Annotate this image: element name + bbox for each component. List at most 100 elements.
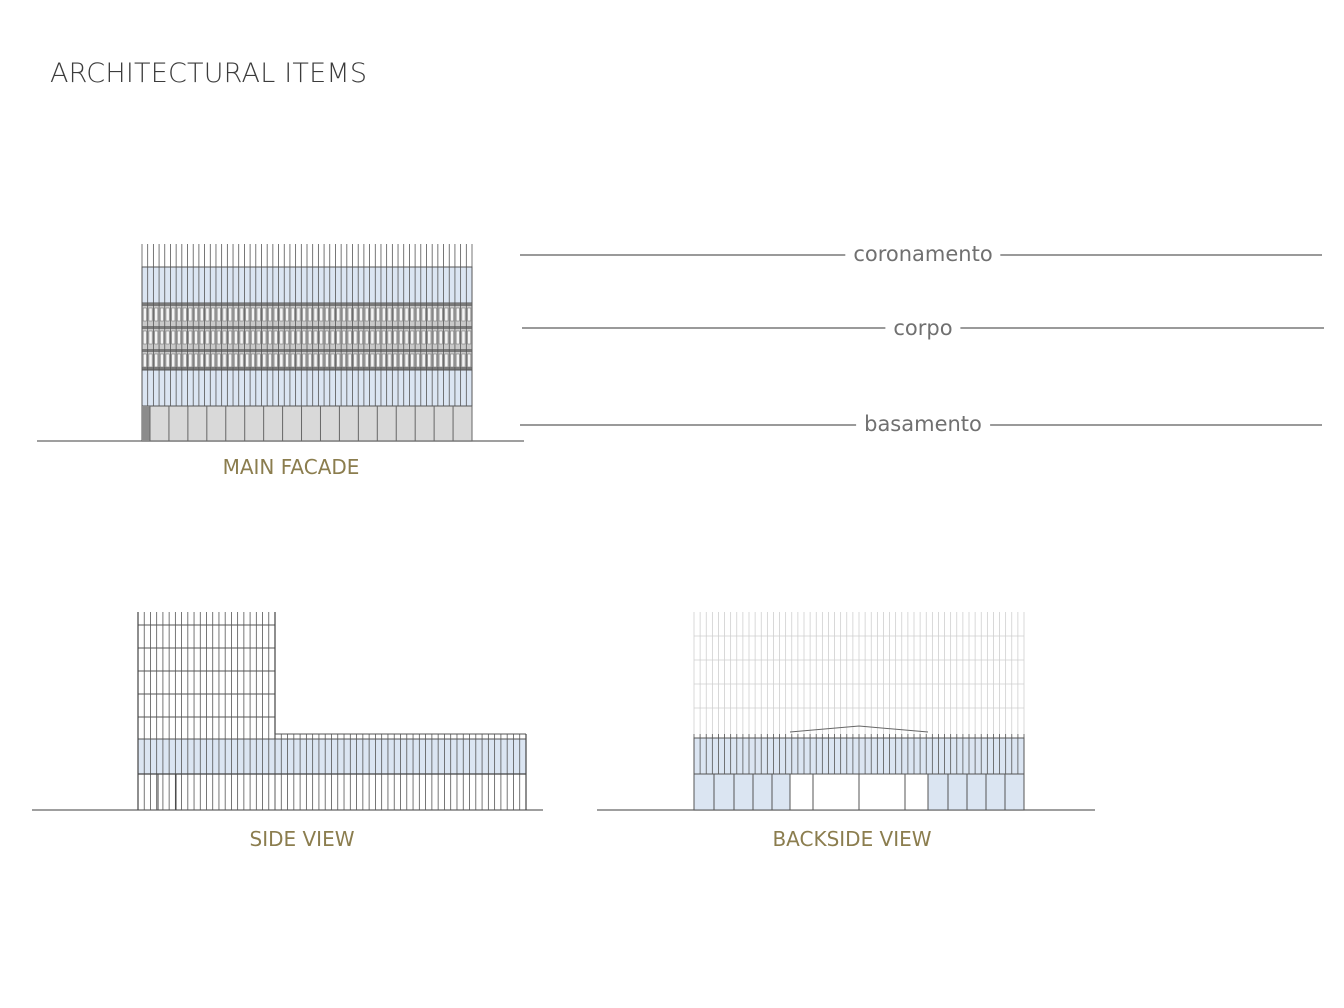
upper-light-grid xyxy=(693,612,1025,738)
body-window xyxy=(376,307,381,322)
body-window xyxy=(342,353,346,368)
body-window xyxy=(427,353,432,368)
main-facade-elevation xyxy=(37,244,524,442)
body-window xyxy=(211,353,216,368)
body-window xyxy=(148,330,153,345)
body-window xyxy=(171,307,176,322)
body-window xyxy=(228,353,233,368)
body-window xyxy=(416,330,420,345)
glass-band xyxy=(137,738,527,775)
body-window xyxy=(319,330,324,345)
base-divisions xyxy=(149,406,473,441)
body-window xyxy=(398,330,403,345)
body-window xyxy=(467,307,472,322)
body-window xyxy=(387,353,392,368)
body-window xyxy=(302,330,307,345)
body-window xyxy=(336,330,341,345)
body-window xyxy=(279,330,284,345)
body-window xyxy=(393,330,398,345)
body-window xyxy=(279,307,284,322)
body-window xyxy=(194,330,198,345)
body-window xyxy=(268,330,272,345)
body-window xyxy=(171,353,176,368)
body-window xyxy=(233,353,238,368)
body-window xyxy=(233,330,238,345)
body-window xyxy=(199,307,204,322)
body-window xyxy=(273,353,278,368)
low-block-fins xyxy=(138,733,527,810)
page-title: ARCHITECTURAL ITEMS xyxy=(50,58,368,89)
body-window xyxy=(182,307,187,322)
body-window xyxy=(177,307,181,322)
body-window xyxy=(427,330,432,345)
body-window xyxy=(359,353,363,368)
body-window xyxy=(188,307,193,322)
body-window xyxy=(199,330,204,345)
pediment-line xyxy=(789,725,929,733)
body-window xyxy=(393,353,398,368)
body-window xyxy=(387,307,392,322)
facade-fins xyxy=(141,244,473,406)
base-dark-edge xyxy=(142,406,150,441)
tower-grid xyxy=(137,612,276,810)
body-window xyxy=(194,307,198,322)
body-window xyxy=(370,330,375,345)
body-window xyxy=(336,353,341,368)
body-window xyxy=(433,330,437,345)
left-base-glass xyxy=(693,773,791,811)
body-window xyxy=(171,330,176,345)
level-label-corpo: corpo xyxy=(885,316,961,340)
body-window xyxy=(205,330,210,345)
body-window xyxy=(296,330,301,345)
body-window xyxy=(342,330,346,345)
body-window xyxy=(398,353,403,368)
body-window xyxy=(455,353,460,368)
body-window xyxy=(216,353,221,368)
body-window xyxy=(347,353,352,368)
body-window xyxy=(461,353,466,368)
body-window xyxy=(410,353,415,368)
body-window xyxy=(381,307,386,322)
side-view-elevation xyxy=(32,612,543,811)
body-window xyxy=(347,330,352,345)
body-window xyxy=(381,353,386,368)
body-window xyxy=(461,330,466,345)
body-window xyxy=(205,353,210,368)
body-window xyxy=(416,353,420,368)
body-window xyxy=(262,330,267,345)
body-window xyxy=(205,307,210,322)
body-window xyxy=(421,307,426,322)
body-window xyxy=(342,307,346,322)
body-window xyxy=(245,307,250,322)
body-window xyxy=(273,307,278,322)
body-window xyxy=(233,307,238,322)
body-window xyxy=(159,307,164,322)
body-window xyxy=(330,330,335,345)
body-window xyxy=(438,330,443,345)
body-window xyxy=(159,330,164,345)
body-window xyxy=(444,330,449,345)
body-window xyxy=(381,330,386,345)
body-window xyxy=(404,353,409,368)
body-window xyxy=(199,353,204,368)
body-window xyxy=(444,307,449,322)
body-window xyxy=(262,307,267,322)
body-window xyxy=(450,307,455,322)
body-window xyxy=(330,353,335,368)
body-window xyxy=(216,307,221,322)
body-window xyxy=(307,330,312,345)
body-window xyxy=(324,307,329,322)
body-window xyxy=(251,330,255,345)
body-window xyxy=(239,353,244,368)
caption-side-view: SIDE VIEW xyxy=(249,827,355,851)
body-window xyxy=(410,307,415,322)
body-window xyxy=(370,307,375,322)
body-window xyxy=(165,330,170,345)
body-window xyxy=(222,307,227,322)
body-window xyxy=(148,307,153,322)
level-lines xyxy=(520,254,1324,426)
body-window xyxy=(370,353,375,368)
body-window xyxy=(251,307,255,322)
body-window xyxy=(410,330,415,345)
